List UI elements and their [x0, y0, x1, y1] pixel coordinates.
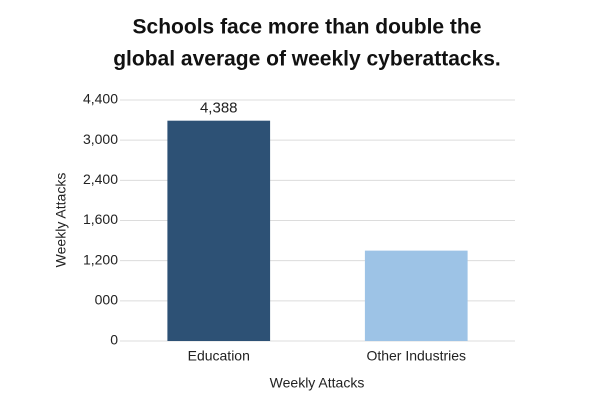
- data-label: 4,388: [200, 100, 238, 117]
- y-tick-label: 000: [95, 292, 119, 308]
- chart-title: global average of weekly cyberattacks.: [113, 48, 501, 71]
- bar: [364, 250, 468, 341]
- x-axis-label: Weekly Attacks: [270, 375, 365, 391]
- y-tick-label: 0: [110, 332, 118, 348]
- y-tick-label: 3,000: [83, 131, 118, 147]
- x-tick-label: Education: [188, 348, 250, 364]
- y-tick-label: 1,200: [83, 251, 118, 267]
- y-axis-label: Weekly Attacks: [53, 173, 69, 268]
- x-tick-label: Other Industries: [366, 348, 466, 364]
- y-tick-label: 4,400: [83, 91, 118, 107]
- y-tick-label: 1,600: [83, 211, 118, 227]
- bar: [167, 120, 271, 341]
- chart-title: Schools face more than double the: [133, 16, 482, 39]
- y-tick-label: 2,400: [83, 171, 118, 187]
